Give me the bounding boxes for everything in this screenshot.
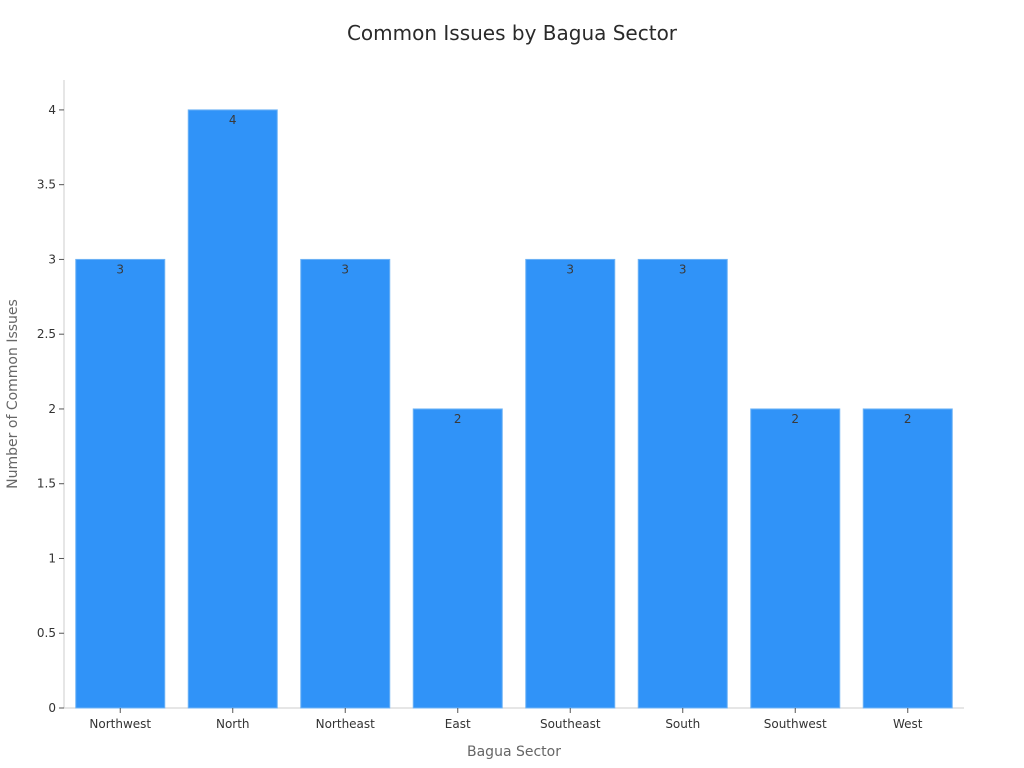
y-axis-title: Number of Common Issues (5, 299, 21, 489)
y-tick-label: 3.5 (37, 178, 56, 192)
bar-south (637, 258, 728, 709)
x-axis-title: Bagua Sector (467, 744, 561, 760)
data-label-east: 2 (454, 412, 462, 426)
x-tick-label-northwest: Northwest (89, 717, 151, 731)
y-tick-label: 1 (48, 551, 56, 565)
x-tick-label-northeast: Northeast (316, 717, 376, 731)
x-tick-label-west: West (893, 717, 923, 731)
y-tick-label: 2.5 (37, 327, 56, 341)
bar-north (187, 109, 278, 709)
y-axis-ticks: 0 0.5 1 1.5 2 2.5 3 3.5 4 (37, 103, 64, 715)
data-labels-group: 3 4 3 2 3 3 2 2 (116, 113, 911, 426)
data-label-north: 4 (229, 113, 237, 127)
data-label-south: 3 (679, 262, 687, 276)
y-tick-label: 0.5 (37, 626, 56, 640)
x-axis-ticks: Northwest North Northeast East Southeast Sout… (89, 708, 923, 731)
y-tick-label: 1.5 (37, 477, 56, 491)
data-label-northwest: 3 (116, 262, 124, 276)
data-label-southwest: 2 (791, 412, 799, 426)
chart-title: Common Issues by Bagua Sector (347, 21, 678, 45)
bar-southeast (525, 258, 616, 709)
data-label-southeast: 3 (566, 262, 574, 276)
bar-west (862, 408, 953, 709)
data-label-northeast: 3 (341, 262, 349, 276)
bar-southwest (750, 408, 841, 709)
y-tick-label: 3 (48, 252, 56, 266)
bar-northeast (300, 258, 391, 709)
data-label-west: 2 (904, 412, 912, 426)
y-tick-label: 0 (48, 701, 56, 715)
x-tick-label-south: South (665, 717, 700, 731)
y-tick-label: 4 (48, 103, 56, 117)
y-tick-label: 2 (48, 402, 56, 416)
x-tick-label-east: East (445, 717, 471, 731)
x-tick-label-southwest: Southwest (764, 717, 827, 731)
bar-east (412, 408, 503, 709)
bars-group (75, 109, 953, 709)
x-tick-label-southeast: Southeast (540, 717, 601, 731)
bar-northwest (75, 258, 166, 709)
x-tick-label-north: North (216, 717, 250, 731)
